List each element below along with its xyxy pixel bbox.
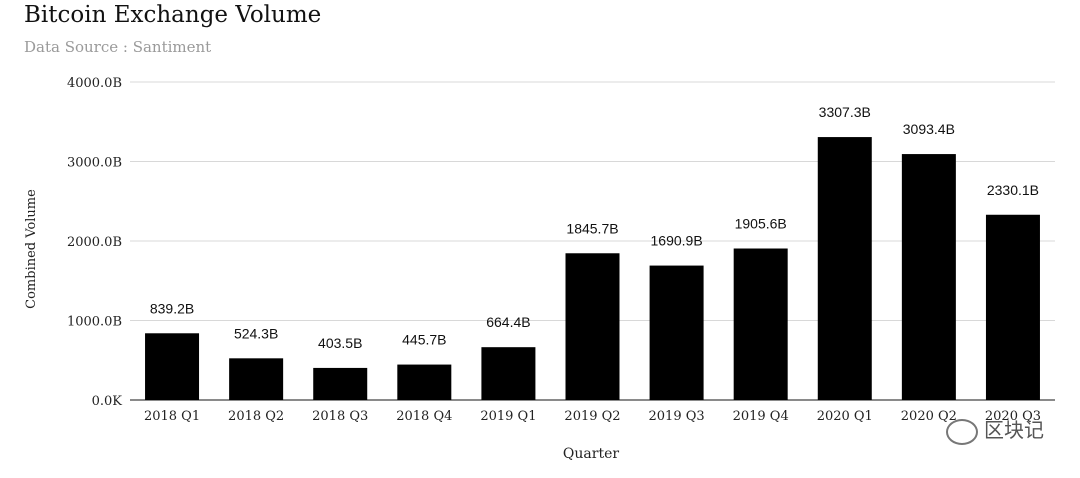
x-tick-label: 2018 Q4 [396,409,452,424]
bar [481,347,536,400]
chart-subtitle: Data Source : Santiment [24,38,212,56]
data-label: 1690.9B [651,233,703,249]
y-axis-title: Combined Volume [24,189,39,309]
data-label: 2330.1B [987,182,1039,198]
x-tick-label: 2020 Q1 [817,409,873,424]
x-axis-title: Quarter [563,446,619,462]
wechat-logo-icon [946,418,978,445]
x-tick-label: 2019 Q1 [480,409,536,424]
chart-title: Bitcoin Exchange Volume [24,2,322,28]
bar [397,364,452,400]
data-label: 839.2B [150,300,194,316]
data-label: 3307.3B [819,104,871,120]
y-tick-label: 2000.0B [67,235,122,250]
x-tick-label: 2019 Q2 [564,409,620,424]
y-tick-label: 3000.0B [67,156,122,171]
x-tick-label: 2018 Q2 [228,409,284,424]
value-labels: 839.2B 524.3B 403.5B 445.7B 664.4B 1845.7B 169… [150,104,1039,351]
data-label: 1905.6B [735,216,787,232]
x-tick-label: 2020 Q2 [901,409,957,424]
bar [229,358,284,400]
data-label: 403.5B [318,335,362,351]
x-tick-labels: 2018 Q1 2018 Q2 2018 Q3 2018 Q4 2019 Q1 2019 … [144,409,1041,424]
data-label: 1845.7B [566,220,618,236]
x-tick-label: 2020 Q3 [985,409,1041,424]
data-label: 664.4B [486,314,530,330]
bar [313,367,368,400]
x-tick-label: 2019 Q4 [733,409,789,424]
bars [145,137,1040,401]
y-tick-labels: 0.0K 1000.0B 2000.0B 3000.0B 4000.0B [67,76,122,409]
x-tick-label: 2018 Q3 [312,409,368,424]
bar [817,137,872,401]
y-tick-label: 0.0K [92,394,123,409]
bar [565,253,620,400]
bar [649,265,704,400]
x-tick-label: 2019 Q3 [649,409,705,424]
bar [145,333,200,400]
data-label: 445.7B [402,332,446,348]
y-tick-label: 1000.0B [67,315,122,330]
watermark-text: 区块记 [984,418,1044,442]
y-tick-label: 4000.0B [67,76,122,91]
bar [733,248,788,400]
bar [985,214,1040,400]
x-tick-label: 2018 Q1 [144,409,200,424]
bar [901,154,956,400]
watermark: 区块记 [946,414,1044,445]
data-label: 3093.4B [903,121,955,137]
data-label: 524.3B [234,325,278,341]
